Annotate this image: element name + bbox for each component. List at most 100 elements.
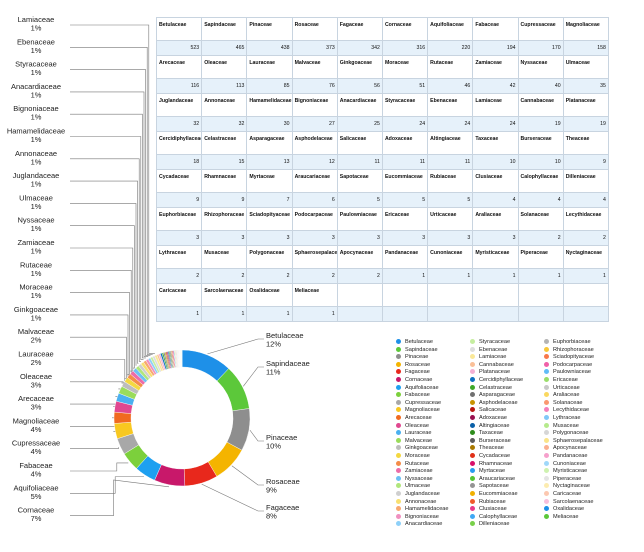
legend-swatch (544, 468, 549, 474)
legend-item-myristicaceae: Myristicaceae (544, 468, 587, 475)
slice-pct-juglandaceae: 1% (31, 180, 42, 189)
table-cell-value-fabaceae: 194 (472, 40, 519, 56)
table-cell-value-araliaceae: 3 (472, 230, 519, 246)
legend-swatch (470, 399, 475, 405)
table-cell-value-cannabaceae: 19 (517, 116, 564, 132)
slice-label-rutaceae: Rutaceae (20, 260, 52, 269)
table-cell-name-lecythidaceae: Lecythidaceae (562, 207, 609, 231)
table-cell-value-cupressaceae: 170 (517, 40, 564, 56)
legend-swatch (470, 354, 475, 360)
slice-label-lauraceae: Lauraceae (18, 350, 53, 359)
legend-label: Rutaceae (405, 460, 429, 467)
legend-swatch (396, 346, 401, 352)
legend-label: Rhizophoraceae (553, 346, 594, 353)
slice-label-zamiaceae: Zamiaceae (17, 238, 54, 247)
legend-item-asphodelaceae: Asphodelaceae (470, 400, 518, 407)
legend-swatch (544, 475, 549, 481)
table-cell-empty (381, 283, 429, 307)
legend-swatch (396, 498, 401, 504)
table-cell-name-apocynaceae: Apocynaceae (336, 245, 383, 269)
legend-item-cupressaceae: Cupressaceae (396, 400, 441, 407)
legend-swatch (396, 506, 401, 512)
connector-moraceae (70, 292, 130, 379)
table-cell-name-moraceae: Moraceae (381, 55, 429, 79)
legend-swatch (544, 361, 549, 367)
table-cell-value-celastraceae: 15 (201, 154, 248, 170)
table-cell-name-anacardiaceae: Anacardiaceae (336, 93, 383, 117)
connector-aquifoliaceae (70, 476, 144, 494)
table-cell-name-arecaceae: Arecaceae (155, 55, 203, 79)
legend-swatch (396, 377, 401, 383)
table-cell-name-asphodelaceae: Asphodelaceae (291, 131, 338, 155)
legend-item-cannabaceae: Cannabaceae (470, 362, 514, 369)
table-cell-value-meliaceae: 1 (291, 306, 338, 322)
legend-swatch (396, 475, 401, 481)
table-row-names: Juglandaceae Annonaceae Hamamelidaceae Bign… (155, 93, 609, 117)
table-cell-value-pandanaceae: 1 (381, 268, 429, 284)
slice-pct-cupressaceae: 4% (31, 447, 42, 456)
legend-item-adoxaceae: Adoxaceae (470, 415, 507, 422)
table-cell-value-annonaceae: 32 (201, 116, 248, 132)
legend-item-eucommiaceae: Eucommiaceae (470, 491, 518, 498)
table-cell-empty (517, 283, 564, 307)
table-cell-value-altingiaceae: 11 (427, 154, 474, 170)
legend-item-rubiaceae: Rubiaceae (470, 499, 506, 506)
legend-item-apocynaceae: Apocynaceae (544, 445, 587, 452)
legend-item-sphaerosepalaceae: Sphaerosepalaceae (544, 438, 603, 445)
legend-swatch (396, 521, 401, 527)
table-cell-name-altingiaceae: Altingiaceae (427, 131, 474, 155)
legend-label: Calophyllaceae (479, 513, 518, 520)
legend-swatch (544, 384, 549, 390)
table-cell-name-rhizophoraceae: Rhizophoraceae (201, 207, 248, 231)
slice-label-malvaceae: Malvaceae (18, 327, 54, 336)
legend-swatch (470, 475, 475, 481)
legend-item-urticaceae: Urticaceae (544, 385, 580, 392)
legend-swatch (470, 498, 475, 504)
table-cell-value-anacardiaceae: 25 (336, 116, 383, 132)
legend-label: Ericaceae (553, 377, 578, 383)
legend-label: Myrtaceae (479, 468, 506, 475)
slice-label-annonaceae: Annonaceae (15, 149, 57, 158)
slice-pct-fagaceae: 8% (266, 512, 277, 521)
legend-item-meliaceae: Meliaceae (544, 514, 579, 521)
connector-cornaceae (70, 479, 170, 516)
slice-pct-betulaceae: 12% (266, 340, 281, 349)
table-cell-value-arecaceae: 116 (155, 78, 203, 94)
legend-item-piperaceae: Piperaceae (544, 476, 581, 483)
legend-label: Polygonaceae (553, 430, 589, 437)
table-cell-value-sphaerosepalaceae: 2 (291, 268, 338, 284)
legend-item-cornaceae: Cornaceae (396, 377, 432, 384)
table-row-names: Cycadaceae Rhamnaceae Myrtaceae Araucariace… (155, 169, 609, 193)
slice-label-hamamelidaceae: Hamamelidaceae (7, 127, 65, 136)
legend-swatch (544, 445, 549, 451)
legend-item-araliaceae: Araliaceae (544, 392, 579, 399)
table-cell-value-cercidiphyllaceae: 18 (155, 154, 203, 170)
legend-label: Hamamelidaceae (405, 506, 449, 513)
legend-item-paulowniaceae: Paulowniaceae (544, 369, 591, 376)
table-cell-name-adoxaceae: Adoxaceae (381, 131, 429, 155)
slice-pct-ginkgoaceae: 1% (31, 313, 42, 322)
legend-label: Sphaerosepalaceae (553, 437, 603, 444)
slice-label-sapindaceae: Sapindaceae (266, 359, 310, 368)
legend-swatch (544, 513, 549, 519)
legend-label: Dilleniaceae (479, 521, 510, 528)
table-cell-name-araliaceae: Araliaceae (472, 207, 519, 231)
table-cell-name-nyssaceae: Nyssaceae (517, 55, 564, 79)
legend-label: Betulaceae (405, 339, 433, 345)
table-cell-value-clusiaceae: 4 (472, 192, 519, 208)
legend-label: Cornaceae (405, 377, 433, 383)
slice-pct-fabaceae: 4% (31, 470, 42, 479)
legend-swatch (470, 346, 475, 352)
legend-swatch (396, 361, 401, 367)
legend-swatch (396, 460, 401, 466)
table-cell-name-polygonaceae: Polygonaceae (246, 245, 293, 269)
legend-swatch (544, 392, 549, 398)
legend-label: Zamiaceae (405, 468, 433, 475)
table-cell-name-hamamelidaceae: Hamamelidaceae (246, 93, 293, 117)
table-cell-value-piperaceae: 1 (517, 268, 564, 284)
legend-label: Myristicaceae (553, 468, 588, 475)
legend-swatch (396, 384, 401, 390)
table-cell-name-paulowniaceae: Paulowniaceae (336, 207, 383, 231)
